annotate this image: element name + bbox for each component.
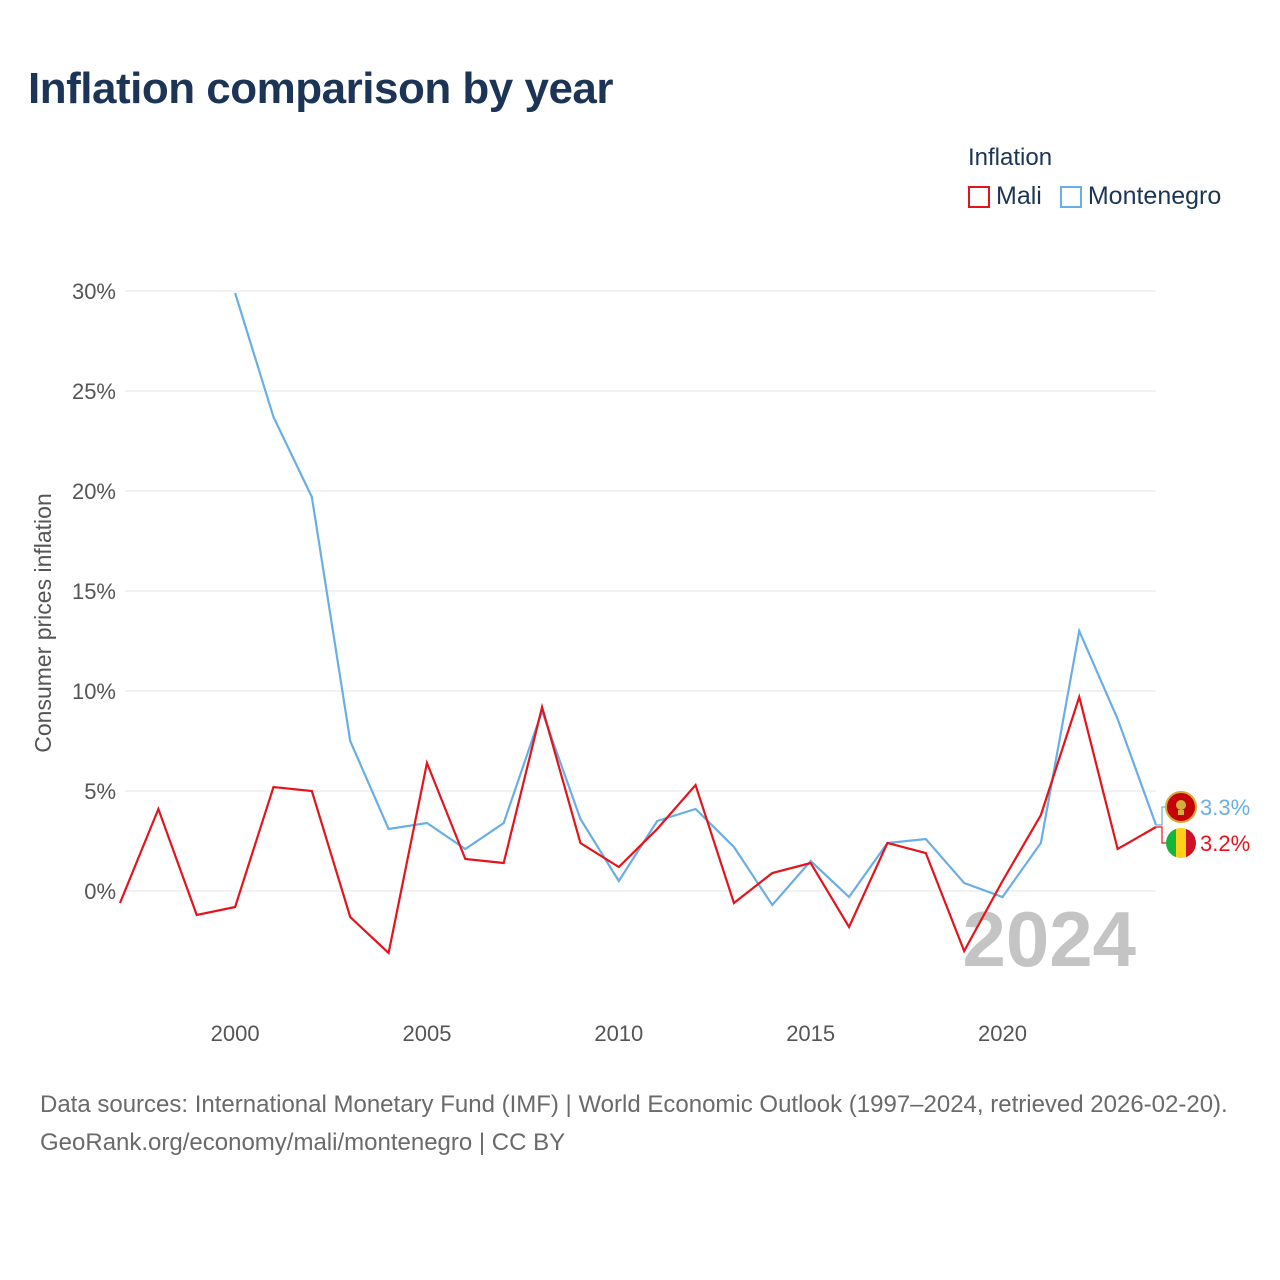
end-connector	[1156, 826, 1168, 844]
x-tick-label: 2020	[978, 1021, 1027, 1046]
y-tick-label: 10%	[72, 679, 116, 704]
series-line-montenegro	[234, 292, 1158, 907]
x-axis-ticks: 2000 2005 2010 2015 2020	[211, 1021, 1027, 1046]
y-axis-label: Consumer prices inflation	[30, 493, 56, 753]
x-tick-label: 2010	[594, 1021, 643, 1046]
legend-item-mali[interactable]: Mali	[968, 182, 1042, 211]
x-tick-label: 2000	[211, 1021, 260, 1046]
x-tick-label: 2005	[402, 1021, 451, 1046]
legend-item-montenegro[interactable]: Montenegro	[1059, 182, 1222, 211]
gridlines	[125, 290, 1156, 892]
legend: Inflation Mali Montenegro	[968, 144, 1221, 211]
end-labels: 3.2% 3.3%	[1156, 791, 1250, 858]
y-axis-ticks: 0% 5% 10% 15% 20% 25% 30%	[72, 279, 116, 904]
year-watermark: 2024	[962, 895, 1136, 983]
mali-flag	[1166, 828, 1196, 858]
legend-swatch-mali	[968, 185, 990, 208]
footer: Data sources: International Monetary Fun…	[40, 1086, 1250, 1162]
end-value-montenegro: 3.3%	[1200, 795, 1250, 820]
series-lines	[118, 292, 1158, 956]
montenegro-flag	[1165, 791, 1197, 823]
y-tick-label: 25%	[72, 379, 116, 404]
legend-label-mali: Mali	[996, 182, 1042, 210]
y-tick-label: 20%	[72, 479, 116, 504]
data-sources: Data sources: International Monetary Fun…	[40, 1091, 1228, 1118]
legend-swatch-montenegro	[1059, 185, 1082, 208]
legend-label-montenegro: Montenegro	[1087, 182, 1222, 210]
line-chart: 0% 5% 10% 15% 20% 25% 30% 2000 2005 2010 2015 2020…	[30, 279, 1250, 1046]
y-tick-label: 5%	[84, 779, 116, 804]
series-line-mali	[118, 693, 1157, 956]
credit-link[interactable]: GeoRank.org/economy/mali/montenegro | CC…	[40, 1129, 566, 1156]
end-value-mali: 3.2%	[1200, 831, 1250, 856]
y-tick-label: 0%	[84, 879, 116, 904]
x-tick-label: 2015	[786, 1021, 835, 1046]
y-tick-label: 15%	[72, 579, 116, 604]
legend-title: Inflation	[968, 144, 1053, 171]
y-tick-label: 30%	[72, 279, 116, 304]
chart-title: Inflation comparison by year	[28, 64, 614, 113]
